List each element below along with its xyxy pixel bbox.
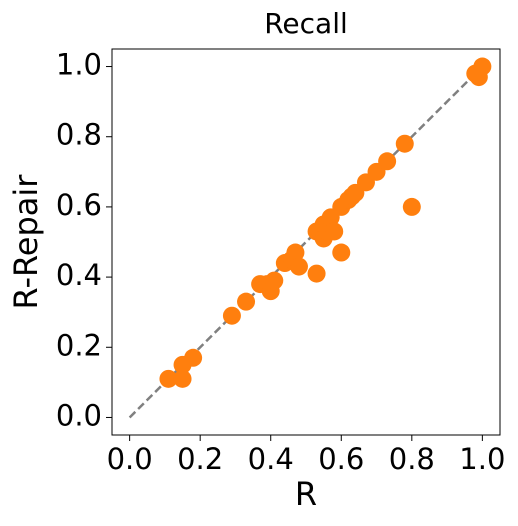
y-tick-label: 0.4	[56, 258, 102, 292]
scatter-point	[325, 222, 344, 241]
x-tick-label: 1.0	[459, 442, 505, 476]
scatter-point	[237, 292, 256, 311]
y-axis-label: R-Repair	[7, 174, 45, 310]
y-tick-label: 0.6	[56, 188, 102, 222]
scatter-point	[184, 348, 203, 367]
scatter-point	[395, 134, 414, 153]
scatter-point	[378, 152, 397, 171]
y-tick-label: 0.8	[56, 118, 102, 152]
y-tick-label: 0.0	[56, 398, 102, 432]
scatter-point	[222, 306, 241, 325]
scatter-point	[332, 243, 351, 262]
chart-title: Recall	[264, 7, 348, 40]
scatter-point	[173, 369, 192, 388]
scatter-point	[159, 369, 178, 388]
reference-line	[128, 65, 484, 419]
x-tick-label: 0.8	[389, 442, 435, 476]
scatter-point	[265, 271, 284, 290]
x-axis-label: R	[295, 475, 317, 513]
x-tick-label: 0.6	[318, 442, 364, 476]
x-tick-label: 0.0	[107, 442, 153, 476]
scatter-point	[307, 264, 326, 283]
y-tick-label: 0.2	[56, 328, 102, 362]
x-tick-label: 0.4	[248, 442, 294, 476]
scatter-point	[473, 57, 492, 76]
y-tick-label: 1.0	[56, 48, 102, 82]
x-tick-label: 0.2	[177, 442, 223, 476]
plot-frame	[111, 48, 501, 436]
scatter-point	[402, 197, 421, 216]
scatter-point	[286, 243, 305, 262]
scatter-point	[289, 257, 308, 276]
